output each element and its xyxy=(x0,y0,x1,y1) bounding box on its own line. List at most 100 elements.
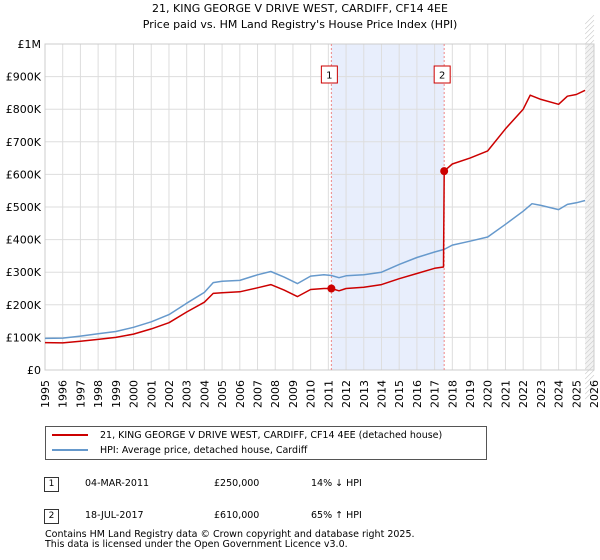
hatch-line xyxy=(584,99,595,110)
x-tick-label: 2003 xyxy=(181,380,194,408)
y-tick-label: £600K xyxy=(6,168,42,181)
x-tick-label: 2013 xyxy=(358,380,371,408)
footer-licence: This data is licensed under the Open Gov… xyxy=(45,539,348,550)
sale-marker-box xyxy=(320,65,338,84)
hatch-line xyxy=(584,189,595,200)
hatch-line xyxy=(584,29,595,40)
hatch-line xyxy=(584,274,595,285)
hatch-line xyxy=(584,339,595,350)
hatch-line xyxy=(584,64,595,75)
x-tick-label: 2009 xyxy=(287,380,300,408)
hatch-line xyxy=(584,14,595,25)
y-tick-label: £0 xyxy=(27,364,41,377)
x-tick-label: 2023 xyxy=(535,380,548,408)
x-tick-label: 2019 xyxy=(464,380,477,408)
hatch-line xyxy=(584,389,595,400)
hatch-line xyxy=(584,89,595,100)
x-tick-label: 1998 xyxy=(92,380,105,408)
sale-marker-label: 2 xyxy=(439,71,445,82)
legend-item-hpi: HPI: Average price, detached house, Card… xyxy=(52,444,307,458)
legend-label-hpi: HPI: Average price, detached house, Card… xyxy=(100,445,308,456)
sale-point xyxy=(327,284,336,293)
chart-subtitle: Price paid vs. HM Land Registry's House … xyxy=(143,18,458,31)
hatch-line xyxy=(584,124,595,135)
x-tick-label: 2006 xyxy=(234,380,247,408)
plot-border xyxy=(44,43,595,371)
hatch-line xyxy=(584,179,595,190)
y-tick-label: £900K xyxy=(6,71,42,84)
hatch-line xyxy=(584,199,595,210)
hatch-line xyxy=(584,79,595,90)
x-tick-label: 2017 xyxy=(429,380,442,408)
sale-price: £610,000 xyxy=(214,510,260,521)
legend-swatch-hpi xyxy=(52,448,88,451)
hatch-line xyxy=(584,254,595,265)
hatch-line xyxy=(584,184,595,195)
x-tick-label: 2011 xyxy=(322,380,335,408)
x-tick-label: 2022 xyxy=(517,380,530,408)
footer: Contains HM Land Registry data © Crown c… xyxy=(45,530,415,550)
hatch-line xyxy=(584,69,595,80)
hatch-line xyxy=(584,54,595,65)
sale-date: 04-MAR-2011 xyxy=(85,478,150,489)
sale-hpi-diff: 65% ↑ HPI xyxy=(311,510,362,521)
y-tick-label: £500K xyxy=(6,201,42,214)
hatch-line xyxy=(584,324,595,335)
hatch-line xyxy=(584,244,595,255)
chart-title: 21, KING GEORGE V DRIVE WEST, CARDIFF, C… xyxy=(152,2,448,15)
hatch-line xyxy=(584,279,595,290)
hatch-line xyxy=(584,269,595,280)
hatch-line xyxy=(584,149,595,160)
hatch-line xyxy=(584,219,595,230)
hatch-line xyxy=(584,119,595,130)
sale-row: 1 04-MAR-2011 £250,000 14% ↓ HPI xyxy=(0,475,600,495)
hatch-line xyxy=(584,164,595,175)
y-tick-label: £300K xyxy=(6,266,42,279)
x-tick-label: 2000 xyxy=(128,380,141,408)
legend-label-property: 21, KING GEORGE V DRIVE WEST, CARDIFF, C… xyxy=(100,430,443,441)
x-tick-label: 2001 xyxy=(145,380,158,408)
hatch-line xyxy=(584,114,595,125)
x-tick-label: 2024 xyxy=(553,380,566,408)
y-tick-label: £100K xyxy=(6,331,42,344)
legend-swatch-property xyxy=(52,433,88,436)
hatch-line xyxy=(584,194,595,205)
hatch-line xyxy=(584,334,595,345)
hatch-line xyxy=(584,144,595,155)
hatch-line xyxy=(584,154,595,165)
x-tick-label: 2004 xyxy=(198,380,211,408)
sale-point xyxy=(440,167,449,176)
y-tick-label: £800K xyxy=(6,103,42,116)
x-tick-label: 1999 xyxy=(110,380,123,408)
x-tick-label: 1997 xyxy=(74,380,87,408)
hatch-line xyxy=(584,349,595,360)
hatch-line xyxy=(584,84,595,95)
price-chart: 21, KING GEORGE V DRIVE WEST, CARDIFF, C… xyxy=(6,2,600,408)
hatch-line xyxy=(584,44,595,55)
hatch-line xyxy=(584,369,595,380)
hatch-line xyxy=(584,359,595,370)
x-tick-label: 2021 xyxy=(499,380,512,408)
hatch-line xyxy=(584,34,595,45)
hatch-line xyxy=(584,304,595,315)
hatch-line xyxy=(584,319,595,330)
hatch-line xyxy=(584,174,595,185)
x-tick-label: 2008 xyxy=(269,380,282,408)
hatch-line xyxy=(584,239,595,250)
hatch-line xyxy=(584,214,595,225)
hatch-line xyxy=(584,354,595,365)
hatch-line xyxy=(584,374,595,385)
sale-hpi-diff: 14% ↓ HPI xyxy=(311,478,362,489)
x-tick-label: 2005 xyxy=(216,380,229,408)
hatch-line xyxy=(584,209,595,220)
hatch-line xyxy=(584,49,595,60)
hatch-line xyxy=(584,384,595,395)
x-tick-label: 1995 xyxy=(39,380,52,408)
legend: 21, KING GEORGE V DRIVE WEST, CARDIFF, C… xyxy=(45,426,487,460)
x-tick-label: 2007 xyxy=(252,380,265,408)
x-tick-label: 1996 xyxy=(57,380,70,408)
hatch-line xyxy=(584,379,595,390)
sale-date: 18-JUL-2017 xyxy=(85,510,144,521)
hatch-line xyxy=(584,19,595,30)
hatch-line xyxy=(584,229,595,240)
